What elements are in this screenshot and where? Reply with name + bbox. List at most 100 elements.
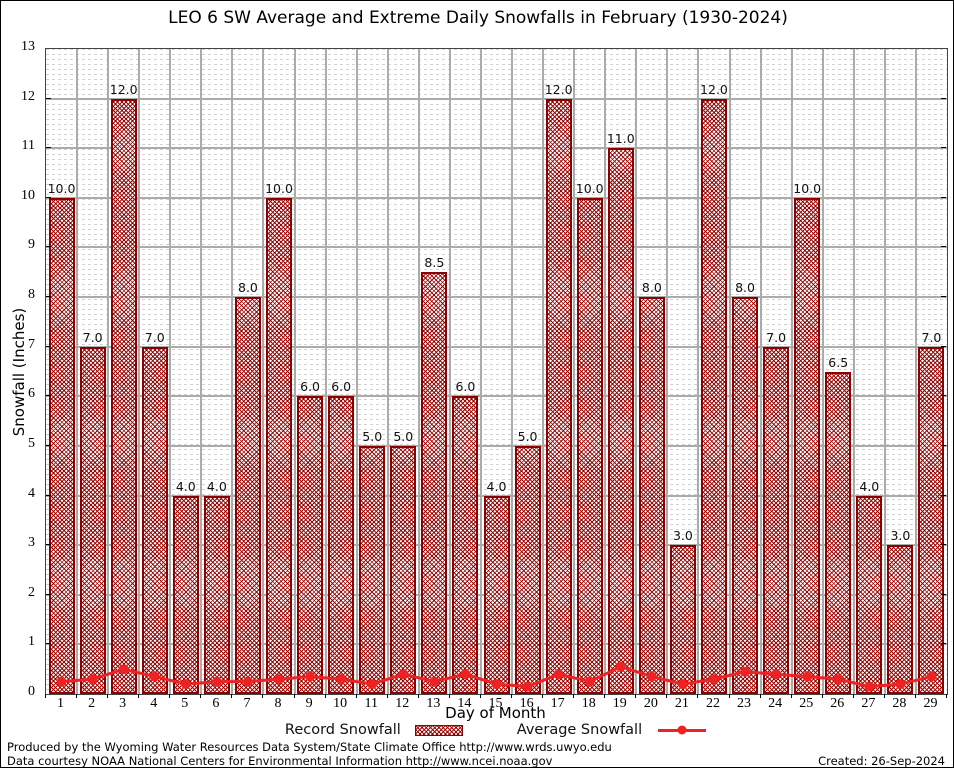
bar-value-label: 6.5 — [828, 354, 849, 370]
gridline-horizontal — [46, 395, 947, 398]
bar-value-label: 12.0 — [544, 81, 573, 97]
bar-value-label: 10.0 — [47, 180, 76, 196]
x-tick-label: 26 — [830, 696, 845, 711]
record-bar — [514, 445, 541, 694]
y-tick-label: 12 — [21, 88, 35, 104]
y-tick-mark — [46, 593, 51, 595]
x-tick-label: 18 — [581, 696, 596, 711]
bar-value-label: 4.0 — [206, 478, 227, 494]
record-bar — [545, 98, 572, 694]
record-bar — [234, 297, 261, 694]
x-tick-mark — [573, 694, 575, 698]
y-tick-mark — [46, 296, 51, 298]
y-tick-mark — [46, 246, 51, 248]
x-tick-mark — [448, 694, 450, 698]
record-bar — [638, 297, 665, 694]
gridline-horizontal — [46, 444, 947, 447]
average-point-marker — [56, 676, 67, 687]
average-point-marker — [771, 669, 782, 680]
x-tick-label: 23 — [737, 696, 752, 711]
y-tick-label: 2 — [28, 584, 35, 600]
gridline-vertical — [262, 49, 265, 694]
x-tick-label: 4 — [150, 696, 158, 711]
y-tick-mark — [46, 196, 51, 198]
bar-value-label: 8.0 — [237, 280, 258, 296]
bar-value-label: 12.0 — [109, 81, 138, 97]
gridline-vertical — [635, 49, 638, 694]
x-tick-mark — [293, 694, 295, 698]
gridline-horizontal — [46, 246, 947, 249]
x-tick-mark — [759, 694, 761, 698]
x-tick-label: 28 — [892, 696, 907, 711]
gridline-horizontal — [46, 296, 947, 299]
bar-value-label: 8.0 — [641, 280, 662, 296]
average-point-marker — [242, 676, 253, 687]
bar-value-label: 6.0 — [331, 379, 352, 395]
y-tick-mark — [46, 444, 51, 446]
bar-value-label: 5.0 — [517, 428, 538, 444]
record-bar — [141, 346, 168, 694]
y-tick-label: 6 — [28, 386, 35, 402]
gridline-vertical — [883, 49, 886, 694]
gridline-horizontal — [46, 147, 947, 150]
record-bar — [669, 545, 696, 694]
bar-value-label: 6.0 — [300, 379, 321, 395]
bar-value-label: 11.0 — [606, 131, 635, 147]
x-tick-label: 10 — [333, 696, 348, 711]
gridline-vertical — [728, 49, 731, 694]
x-tick-label: 24 — [768, 696, 783, 711]
average-point-marker — [646, 671, 657, 682]
x-tick-mark — [852, 694, 854, 698]
x-tick-label: 15 — [488, 696, 503, 711]
record-bar — [918, 346, 945, 694]
y-tick-mark — [941, 196, 946, 198]
y-tick-label: 3 — [28, 535, 35, 551]
x-tick-label: 7 — [243, 696, 251, 711]
record-bar — [266, 197, 293, 694]
y-tick-label: 11 — [21, 138, 35, 154]
x-tick-mark — [386, 694, 388, 698]
x-tick-mark — [790, 694, 792, 698]
x-tick-mark — [946, 694, 947, 698]
y-tick-mark — [941, 97, 946, 99]
record-bar — [172, 495, 199, 694]
record-bar — [421, 272, 448, 694]
y-tick-label: 13 — [21, 39, 35, 54]
x-tick-mark — [883, 694, 885, 698]
gridline-vertical — [293, 49, 296, 694]
x-tick-mark — [542, 694, 544, 698]
average-point-marker — [87, 674, 98, 685]
bar-value-label: 8.0 — [735, 280, 755, 296]
x-tick-label: 19 — [612, 696, 627, 711]
created-date: Created: 26-Sep-2024 — [818, 754, 945, 768]
bar-value-label: 10.0 — [265, 180, 293, 196]
record-bar — [825, 371, 852, 694]
gridline-vertical — [479, 49, 482, 694]
x-tick-label: 14 — [457, 696, 472, 711]
average-point-marker — [460, 669, 471, 680]
x-tick-label: 2 — [88, 696, 96, 711]
x-tick-mark — [728, 694, 730, 698]
y-tick-label: 10 — [21, 187, 35, 203]
y-tick-mark — [941, 593, 946, 595]
y-tick-mark — [46, 643, 51, 645]
gridline-vertical — [790, 49, 793, 694]
record-bar — [359, 445, 386, 694]
x-axis-label: Day of Month — [445, 704, 546, 722]
gridline-vertical — [417, 49, 420, 694]
y-tick-label: 8 — [28, 287, 35, 303]
legend-average-line-marker — [658, 725, 707, 735]
y-axis-label: Snowfall (Inches) — [10, 307, 28, 437]
record-bar — [576, 197, 603, 694]
record-bar — [328, 396, 355, 694]
legend: Record Snowfall Average Snowfall — [45, 722, 946, 738]
bar-value-label: 5.0 — [362, 428, 383, 444]
x-tick-label: 16 — [519, 696, 534, 711]
record-bar — [48, 197, 75, 694]
average-point-marker — [367, 679, 378, 690]
average-point-marker — [895, 679, 906, 690]
y-tick-label: 1 — [28, 634, 35, 650]
x-tick-label: 5 — [181, 696, 189, 711]
x-tick-mark — [511, 694, 513, 698]
legend-record-swatch — [414, 724, 463, 736]
